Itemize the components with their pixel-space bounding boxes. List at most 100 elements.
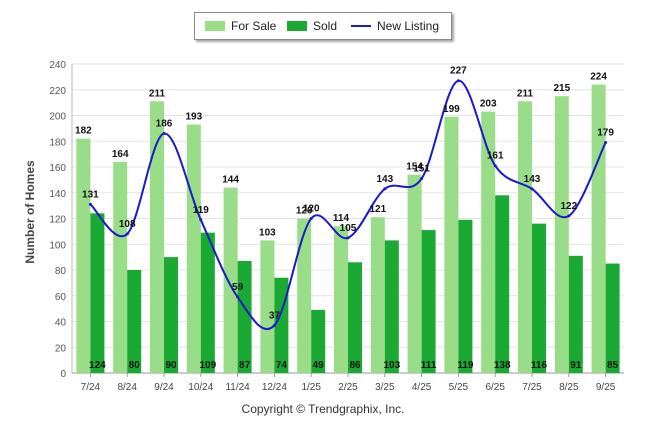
point-new-listing-8-24	[125, 232, 129, 236]
data-label-new-listing-4-25: 151	[413, 164, 430, 175]
data-label-for-sale-7-24: 182	[75, 126, 92, 137]
data-label-sold-7-25: 116	[531, 360, 548, 371]
data-label-for-sale-10-24: 193	[185, 112, 202, 123]
point-new-listing-5-25	[456, 79, 460, 83]
point-new-listing-9-25	[604, 141, 608, 145]
bar-sold-9-24	[164, 257, 178, 373]
data-label-for-sale-8-25: 215	[553, 83, 570, 94]
bar-for-sale-7-25	[518, 101, 532, 374]
x-tick-label-10-24: 10/24	[188, 382, 213, 393]
data-label-sold-10-24: 109	[199, 360, 216, 371]
bar-sold-4-25	[421, 230, 436, 373]
legend-label-for-sale: For Sale	[231, 19, 277, 33]
bar-for-sale-8-25	[554, 96, 569, 373]
data-label-sold-9-24: 90	[165, 360, 177, 371]
legend-item-sold: Sold	[287, 13, 337, 39]
bar-for-sale-12-24	[260, 240, 275, 373]
bar-for-sale-9-25	[591, 84, 606, 373]
bar-sold-6-25	[495, 195, 510, 373]
data-label-for-sale-3-25: 121	[369, 204, 386, 215]
data-label-for-sale-2-25: 114	[333, 213, 350, 224]
data-label-for-sale-9-25: 224	[590, 72, 607, 83]
bar-sold-8-24	[127, 270, 142, 373]
x-tick-label-5-25: 5/25	[449, 382, 469, 393]
x-tick-label-9-25: 9/25	[596, 382, 616, 393]
x-tick-label-2-25: 2/25	[338, 382, 358, 393]
y-tick-label-180: 180	[49, 137, 66, 148]
bar-sold-7-24	[90, 213, 105, 373]
y-tick-label-200: 200	[49, 112, 66, 123]
bar-for-sale-7-24	[76, 138, 91, 373]
bar-sold-2-25	[348, 262, 362, 373]
data-label-new-listing-9-25: 179	[597, 128, 614, 139]
y-tick-label-160: 160	[49, 163, 66, 174]
bar-sold-7-25	[532, 223, 546, 373]
x-tick-label-7-25: 7/25	[522, 382, 542, 393]
bar-for-sale-9-24	[150, 101, 164, 374]
point-new-listing-2-25	[346, 236, 350, 240]
data-label-sold-9-25: 85	[607, 360, 619, 371]
data-label-for-sale-12-24: 103	[259, 227, 276, 238]
data-label-new-listing-8-24: 108	[119, 219, 136, 230]
x-tick-label-1-25: 1/25	[301, 382, 321, 393]
x-tick-label-7-24: 7/24	[81, 382, 101, 393]
bar-sold-8-25	[568, 255, 583, 373]
point-new-listing-1-25	[309, 217, 313, 220]
bar-sold-11-24	[237, 260, 252, 373]
data-label-sold-1-25: 49	[313, 360, 325, 371]
copyright-footer: Copyright © Trendgraphix, Inc.	[241, 402, 405, 416]
bar-for-sale-10-24	[186, 124, 201, 373]
bar-sold-12-24	[274, 277, 289, 373]
x-tick-label-8-25: 8/25	[559, 382, 579, 393]
legend: For Sale Sold New Listing	[194, 12, 452, 40]
point-new-listing-7-24	[88, 202, 92, 206]
data-label-for-sale-7-25: 211	[517, 88, 534, 99]
bar-sold-10-24	[200, 232, 215, 373]
data-label-new-listing-12-24: 37	[269, 310, 281, 321]
point-new-listing-8-25	[567, 214, 571, 218]
point-new-listing-4-25	[420, 177, 424, 181]
data-label-new-listing-10-24: 119	[193, 205, 210, 216]
data-label-new-listing-5-25: 227	[450, 66, 467, 77]
data-label-new-listing-1-25: 120	[303, 204, 320, 215]
bar-for-sale-3-25	[370, 217, 385, 373]
data-label-for-sale-5-25: 199	[443, 104, 460, 115]
bar-sold-1-25	[311, 309, 326, 373]
legend-line-new-listing	[351, 25, 371, 27]
x-tick-label-8-24: 8/24	[117, 382, 137, 393]
point-new-listing-10-24	[199, 218, 203, 222]
data-label-for-sale-4-25: 154	[406, 162, 423, 173]
line-new-listing	[89, 79, 607, 331]
data-label-sold-7-24: 124	[89, 360, 106, 371]
y-tick-label-40: 40	[55, 318, 67, 329]
data-label-sold-8-24: 80	[129, 360, 141, 371]
x-tick-label-9-24: 9/24	[154, 382, 174, 393]
y-tick-label-220: 220	[49, 86, 66, 97]
legend-swatch-sold	[287, 21, 307, 31]
y-tick-label-120: 120	[49, 215, 66, 226]
data-label-new-listing-11-24: 59	[232, 282, 244, 293]
legend-item-for-sale: For Sale	[205, 13, 276, 39]
data-label-sold-6-25: 138	[494, 360, 511, 371]
bar-sold-5-25	[458, 219, 473, 373]
data-label-new-listing-3-25: 143	[376, 174, 393, 185]
x-tick-label-4-25: 4/25	[412, 382, 432, 393]
legend-label-sold: Sold	[313, 19, 338, 33]
data-label-for-sale-6-25: 203	[480, 99, 497, 110]
data-label-new-listing-6-25: 161	[487, 151, 504, 162]
data-label-for-sale-9-24: 211	[149, 88, 166, 99]
data-label-new-listing-7-24: 131	[82, 189, 99, 200]
point-new-listing-11-24	[236, 295, 240, 299]
legend-item-new-listing: New Listing	[351, 13, 439, 39]
x-tick-label-11-24: 11/24	[225, 382, 250, 393]
bar-for-sale-5-25	[444, 116, 459, 373]
y-tick-label-60: 60	[55, 292, 67, 303]
x-tick-label-6-25: 6/25	[485, 382, 505, 393]
data-label-for-sale-1-25: 120	[296, 206, 313, 217]
bar-sold-9-25	[605, 263, 620, 373]
y-axis-label: Number of Homes	[23, 160, 37, 264]
point-new-listing-6-25	[493, 164, 497, 168]
data-label-sold-12-24: 74	[276, 360, 288, 371]
